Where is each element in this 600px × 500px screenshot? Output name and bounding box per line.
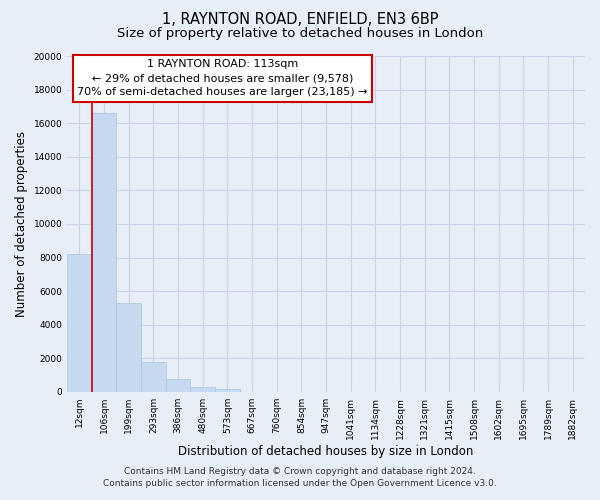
Text: Contains HM Land Registry data © Crown copyright and database right 2024.
Contai: Contains HM Land Registry data © Crown c… <box>103 466 497 487</box>
Text: 1 RAYNTON ROAD: 113sqm
← 29% of detached houses are smaller (9,578)
70% of semi-: 1 RAYNTON ROAD: 113sqm ← 29% of detached… <box>77 60 368 98</box>
Text: 1, RAYNTON ROAD, ENFIELD, EN3 6BP: 1, RAYNTON ROAD, ENFIELD, EN3 6BP <box>162 12 438 28</box>
Bar <box>166 380 190 392</box>
Bar <box>92 113 116 392</box>
Bar <box>215 388 240 392</box>
Bar <box>116 303 141 392</box>
Bar <box>190 387 215 392</box>
X-axis label: Distribution of detached houses by size in London: Distribution of detached houses by size … <box>178 444 474 458</box>
Y-axis label: Number of detached properties: Number of detached properties <box>15 131 28 317</box>
Bar <box>67 254 92 392</box>
Text: Size of property relative to detached houses in London: Size of property relative to detached ho… <box>117 28 483 40</box>
Bar <box>141 362 166 392</box>
